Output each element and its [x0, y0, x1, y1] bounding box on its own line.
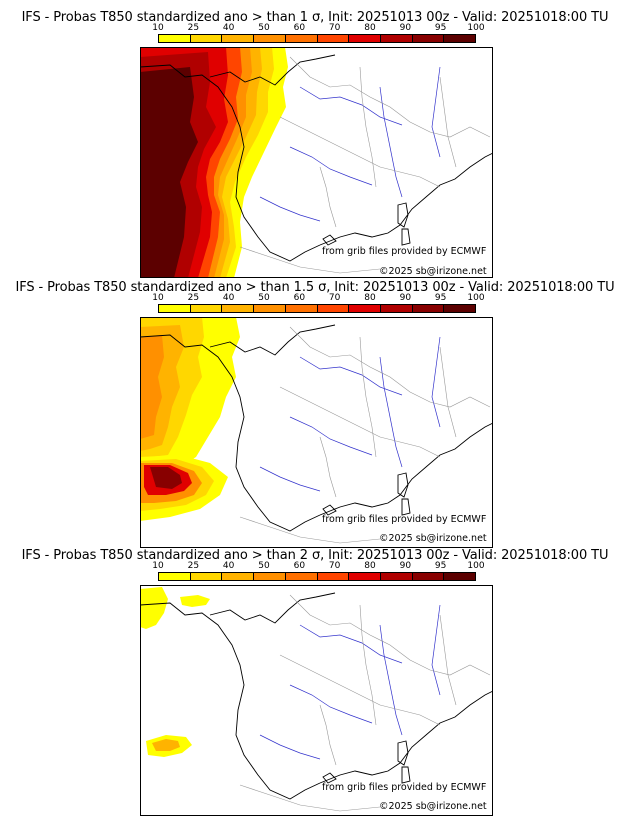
colorbar-tick-label: 80: [364, 23, 376, 33]
map-canvas: [140, 585, 493, 816]
colorbar-swatch: [412, 35, 445, 42]
probability-map: from grib files provided by ECMWF ©2025 …: [140, 585, 493, 816]
coastlines: [140, 324, 493, 532]
probability-map: from grib files provided by ECMWF ©2025 …: [140, 47, 493, 278]
colorbar-tick-label: 100: [467, 293, 485, 303]
colorbar-swatch: [349, 35, 381, 42]
colorbar-swatch: [444, 573, 476, 580]
colorbar-swatch: [412, 305, 445, 312]
colorbar-ticks: 10 25 40 50 60 70 80 90 95 100: [152, 561, 484, 572]
colorbar-swatch: [317, 305, 350, 312]
rivers: [259, 66, 441, 222]
colorbar-swatch: [349, 573, 381, 580]
probability-fill: [140, 47, 288, 278]
probability-colorbar: [158, 304, 476, 313]
colorbar-tick-label: 40: [222, 293, 235, 303]
colorbar-swatch: [159, 35, 191, 42]
coastlines: [140, 54, 493, 262]
colorbar-tick-label: 95: [434, 23, 447, 33]
colorbar-tick-label: 90: [399, 561, 412, 571]
colorbar-tick-label: 50: [258, 561, 270, 571]
rivers: [259, 336, 441, 492]
probability-map: from grib files provided by ECMWF ©2025 …: [140, 317, 493, 548]
colorbar-swatch: [380, 305, 413, 312]
colorbar-swatch: [317, 35, 350, 42]
colorbar-ticks: 10 25 40 50 60 70 80 90 95 100: [152, 293, 484, 304]
map-frame: [140, 47, 493, 278]
colorbar-tick-label: 100: [467, 23, 485, 33]
panel-title: IFS - Probas T850 standardized ano > tha…: [21, 10, 609, 25]
colorbar-tick-label: 100: [467, 561, 485, 571]
colorbar-swatch: [444, 35, 476, 42]
colorbar-swatch: [349, 305, 381, 312]
colorbar-swatch: [190, 35, 223, 42]
map-canvas: [140, 47, 493, 278]
colorbar-tick-label: 60: [293, 561, 306, 571]
rivers: [259, 604, 441, 760]
colorbar-tick-label: 60: [293, 23, 306, 33]
colorbar-tick-label: 70: [328, 561, 341, 571]
coastlines: [140, 592, 493, 800]
borders: [239, 326, 491, 544]
colorbar-swatch: [254, 305, 286, 312]
map-frame: [140, 585, 493, 816]
map-panel-2: IFS - Probas T850 standardized ano > tha…: [0, 280, 630, 548]
colorbar-tick-label: 95: [434, 293, 447, 303]
colorbar-tick-label: 10: [152, 23, 164, 33]
colorbar-tick-label: 70: [328, 293, 341, 303]
source-credit: from grib files provided by ECMWF: [322, 246, 487, 257]
colorbar-tick-label: 40: [222, 561, 235, 571]
colorbar-tick-label: 80: [364, 561, 376, 571]
map-frame: [140, 317, 493, 548]
colorbar-tick-label: 40: [222, 23, 235, 33]
colorbar-ticks: 10 25 40 50 60 70 80 90 95 100: [152, 23, 484, 34]
panel-title: IFS - Probas T850 standardized ano > tha…: [21, 548, 609, 563]
map-panel-1: IFS - Probas T850 standardized ano > tha…: [0, 10, 630, 278]
colorbar-tick-label: 10: [152, 293, 164, 303]
colorbar-tick-label: 25: [187, 293, 200, 303]
colorbar-swatch: [159, 305, 191, 312]
colorbar-tick-label: 25: [187, 561, 200, 571]
colorbar-swatch: [190, 305, 223, 312]
colorbar-swatch: [285, 35, 318, 42]
colorbar-swatch: [254, 573, 286, 580]
borders: [239, 594, 491, 812]
colorbar-swatch: [285, 305, 318, 312]
map-panel-3: IFS - Probas T850 standardized ano > tha…: [0, 548, 630, 816]
probability-colorbar: [158, 34, 476, 43]
copyright-label: ©2025 sb@irizone.net: [379, 533, 487, 544]
probability-colorbar: [158, 572, 476, 581]
map-canvas: [140, 317, 493, 548]
colorbar-swatch: [190, 573, 223, 580]
colorbar-tick-label: 80: [364, 293, 376, 303]
source-credit: from grib files provided by ECMWF: [322, 514, 487, 525]
colorbar-tick-label: 95: [434, 561, 447, 571]
source-credit: from grib files provided by ECMWF: [322, 782, 487, 793]
colorbar-swatch: [222, 573, 255, 580]
colorbar-tick-label: 25: [187, 23, 200, 33]
colorbar-tick-label: 90: [399, 293, 412, 303]
colorbar-swatch: [222, 305, 255, 312]
colorbar-swatch: [444, 305, 476, 312]
map-background: [140, 585, 493, 816]
colorbar-swatch: [380, 573, 413, 580]
colorbar-tick-label: 50: [258, 293, 270, 303]
colorbar-swatch: [317, 573, 350, 580]
colorbar-swatch: [412, 573, 445, 580]
panel-title: IFS - Probas T850 standardized ano > tha…: [15, 280, 615, 295]
colorbar-swatch: [222, 35, 255, 42]
borders: [239, 56, 491, 274]
colorbar-tick-label: 90: [399, 23, 412, 33]
colorbar-swatch: [285, 573, 318, 580]
colorbar-swatch: [159, 573, 191, 580]
colorbar-tick-label: 70: [328, 23, 341, 33]
colorbar-swatch: [254, 35, 286, 42]
colorbar-tick-label: 60: [293, 293, 306, 303]
colorbar-tick-label: 10: [152, 561, 164, 571]
colorbar-tick-label: 50: [258, 23, 270, 33]
probability-fill: [140, 587, 210, 757]
copyright-label: ©2025 sb@irizone.net: [379, 266, 487, 277]
copyright-label: ©2025 sb@irizone.net: [379, 801, 487, 812]
colorbar-swatch: [380, 35, 413, 42]
